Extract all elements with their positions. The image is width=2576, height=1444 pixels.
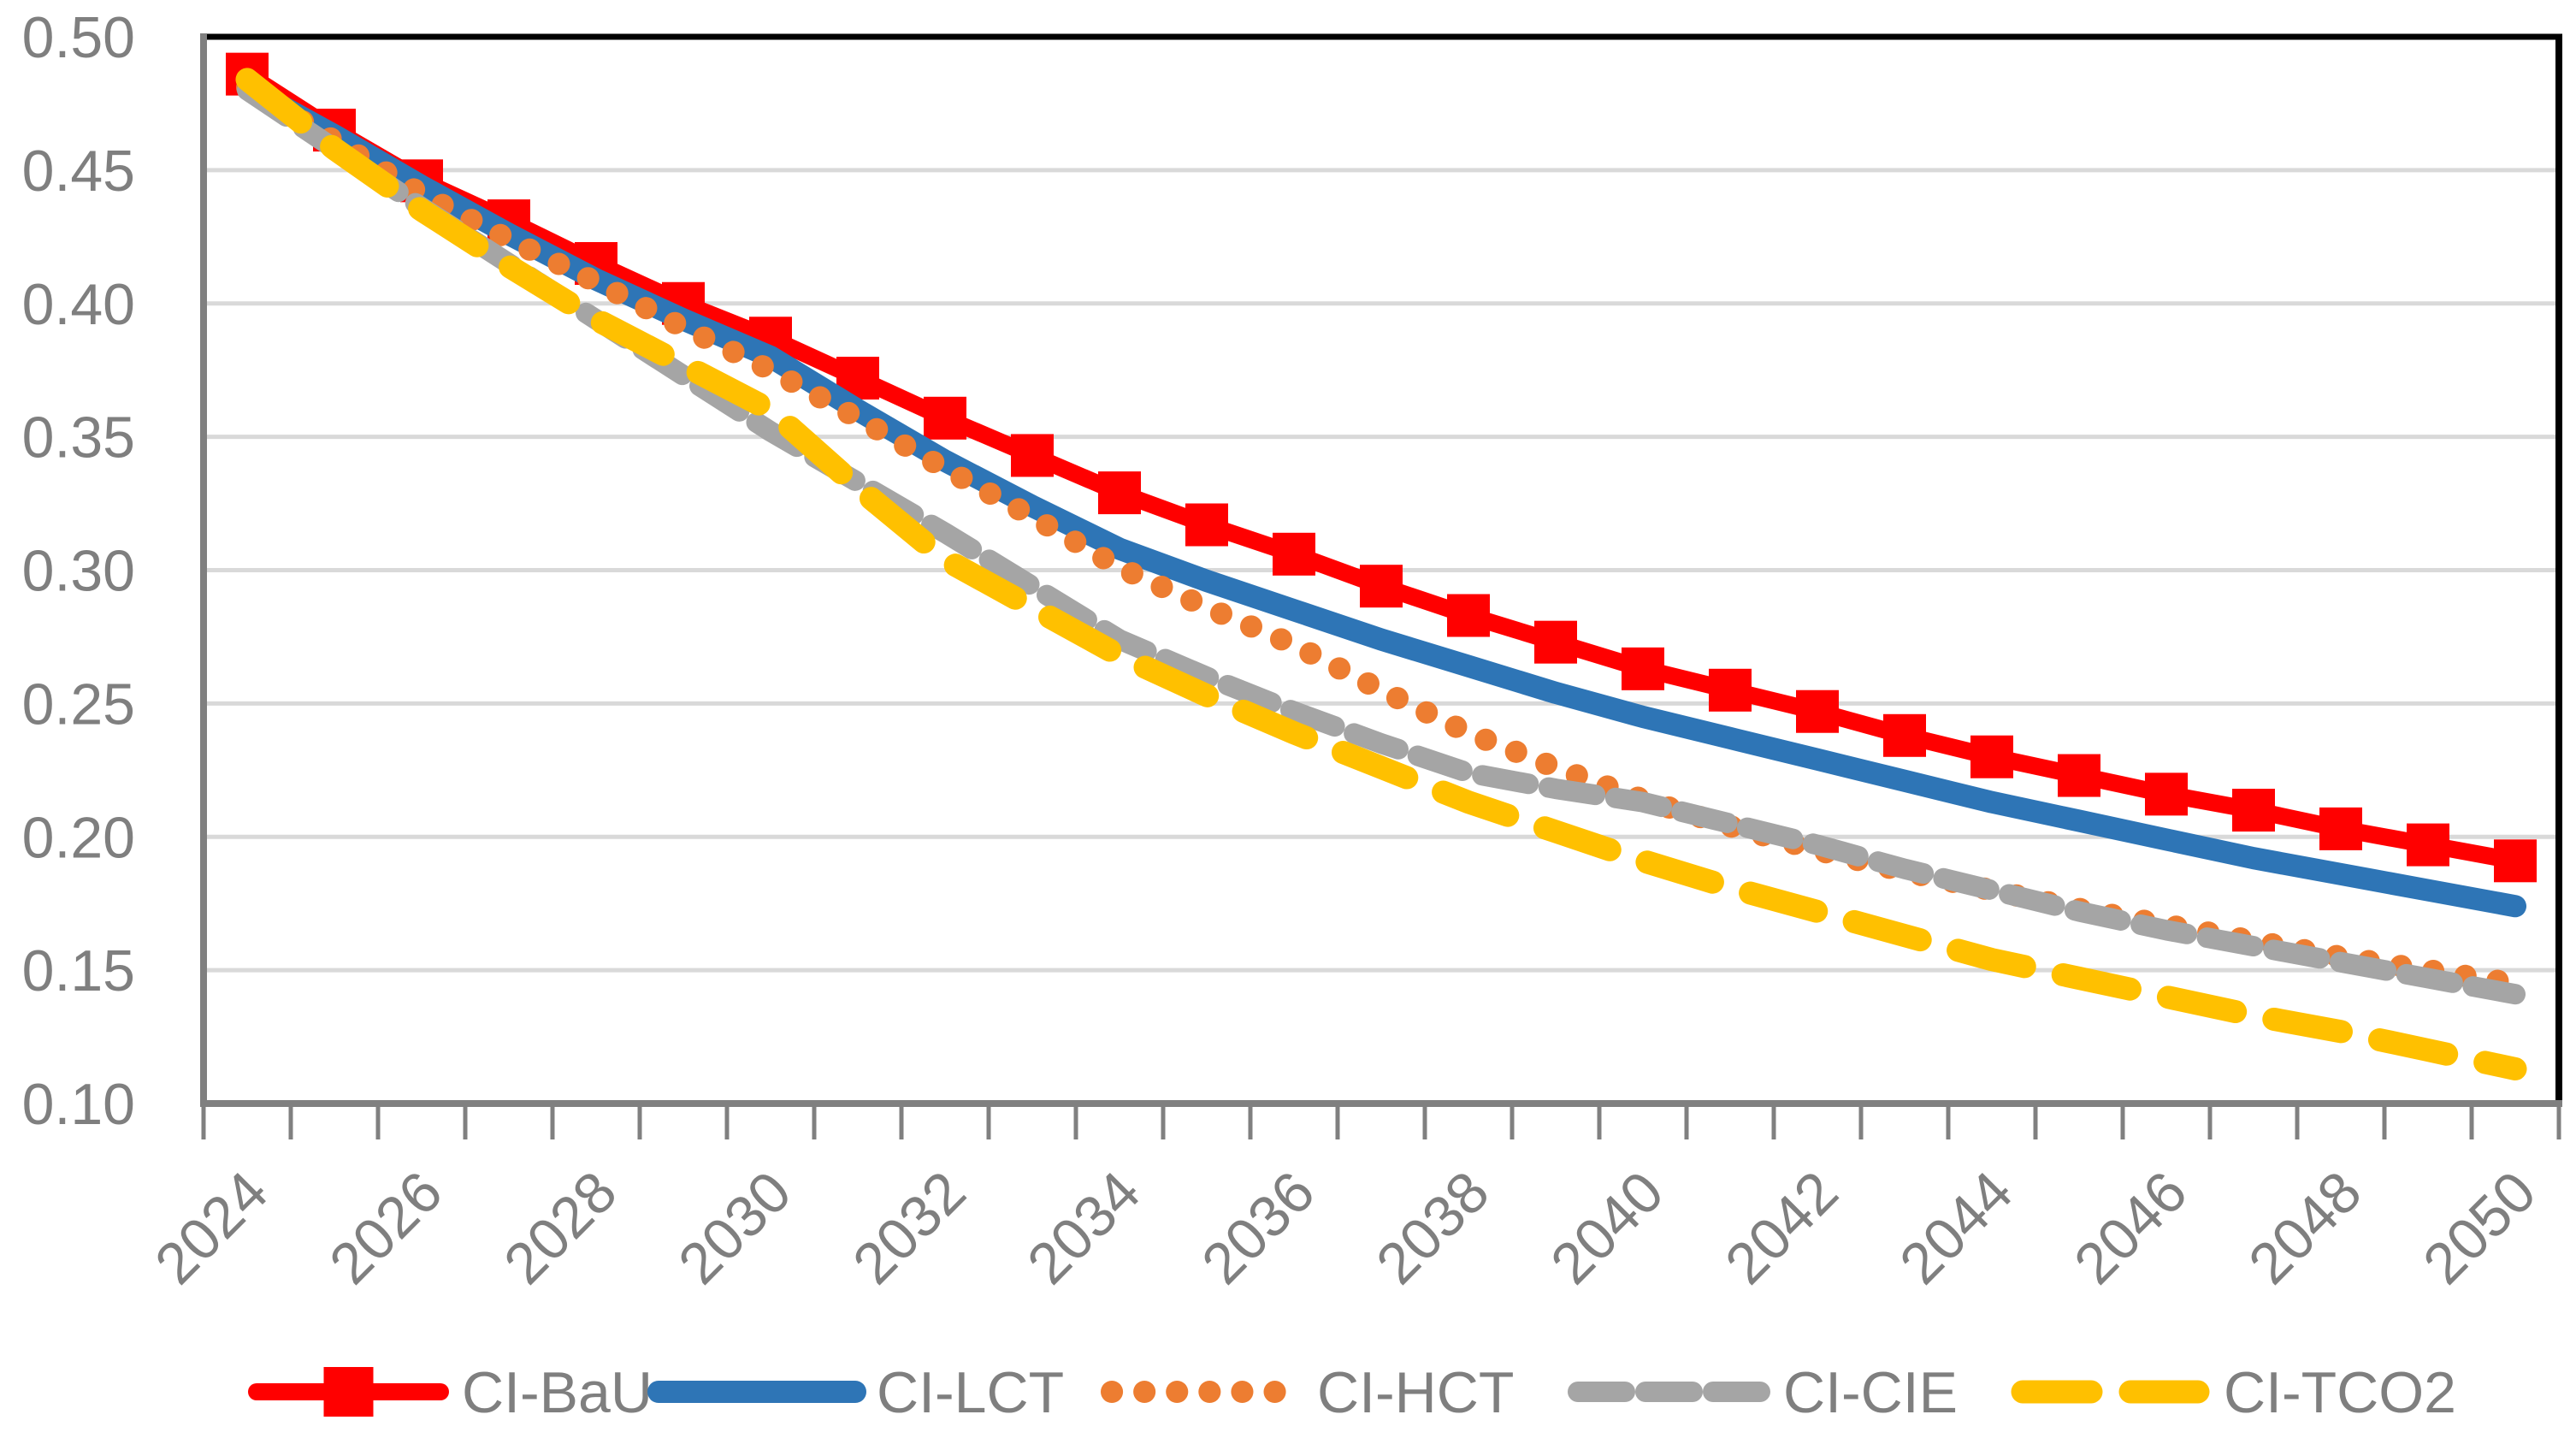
legend-label-CI-TCO2: CI-TCO2 xyxy=(2224,1360,2456,1425)
x-tick-label: 2050 xyxy=(2411,1159,2549,1297)
x-tick-label: 2044 xyxy=(1888,1159,2025,1297)
series-marker-CI-BaU xyxy=(2407,823,2449,867)
series-marker-CI-BaU xyxy=(1011,434,1054,477)
series-marker-CI-BaU xyxy=(1796,689,1839,733)
x-tick-label: 2030 xyxy=(666,1159,804,1297)
y-tick-label: 0.40 xyxy=(22,272,135,337)
x-tick-label: 2028 xyxy=(492,1159,629,1297)
x-tick-label: 2024 xyxy=(143,1159,281,1297)
series-marker-CI-BaU xyxy=(2494,839,2537,883)
series-line-CI-TCO2 xyxy=(235,68,2527,1080)
series-marker-CI-BaU xyxy=(1185,503,1228,547)
legend-label-CI-CIE: CI-CIE xyxy=(1783,1360,1958,1425)
y-tick-label: 0.50 xyxy=(22,5,135,70)
series-marker-CI-BaU xyxy=(1098,471,1141,515)
series-marker-CI-BaU xyxy=(1970,735,2013,778)
x-tick-label: 2026 xyxy=(317,1159,455,1297)
y-tick-label: 0.45 xyxy=(22,139,135,204)
x-tick-label: 2034 xyxy=(1015,1159,1153,1297)
y-tick-label: 0.25 xyxy=(22,672,135,737)
x-tick-label: 2046 xyxy=(2062,1159,2200,1297)
legend-label-CI-BaU: CI-BaU xyxy=(462,1360,653,1425)
y-tick-label: 0.20 xyxy=(22,805,135,870)
series-marker-CI-BaU xyxy=(924,396,966,440)
x-tick-label: 2036 xyxy=(1190,1159,1327,1297)
series-line-CI-CIE xyxy=(237,80,2526,1005)
series-marker-CI-BaU xyxy=(1709,668,1752,712)
x-tick-label: 2038 xyxy=(1364,1159,1502,1297)
series-marker-CI-BaU xyxy=(1622,647,1664,690)
y-tick-label: 0.30 xyxy=(22,539,135,604)
x-tick-label: 2048 xyxy=(2236,1159,2374,1297)
y-tick-label: 0.15 xyxy=(22,938,135,1003)
series-marker-CI-BaU xyxy=(1883,713,1926,757)
series-marker-CI-BaU xyxy=(2319,807,2362,850)
y-tick-label: 0.35 xyxy=(22,405,135,470)
series-marker-CI-BaU xyxy=(1534,620,1577,664)
series-marker-CI-BaU xyxy=(2058,754,2100,797)
legend-label-CI-LCT: CI-LCT xyxy=(877,1360,1064,1425)
legend-label-CI-HCT: CI-HCT xyxy=(1317,1360,1514,1425)
series-marker-CI-BaU xyxy=(1360,565,1403,608)
y-tick-label: 0.10 xyxy=(22,1072,135,1137)
series-marker-CI-BaU xyxy=(1447,594,1490,637)
legend-marker-CI-BaU xyxy=(323,1367,374,1417)
series-marker-CI-BaU xyxy=(2145,772,2188,816)
series-marker-CI-BaU xyxy=(1273,532,1315,576)
x-tick-label: 2032 xyxy=(841,1159,978,1297)
x-tick-label: 2040 xyxy=(1539,1159,1676,1297)
series-marker-CI-BaU xyxy=(2232,789,2275,832)
x-tick-label: 2042 xyxy=(1713,1159,1851,1297)
